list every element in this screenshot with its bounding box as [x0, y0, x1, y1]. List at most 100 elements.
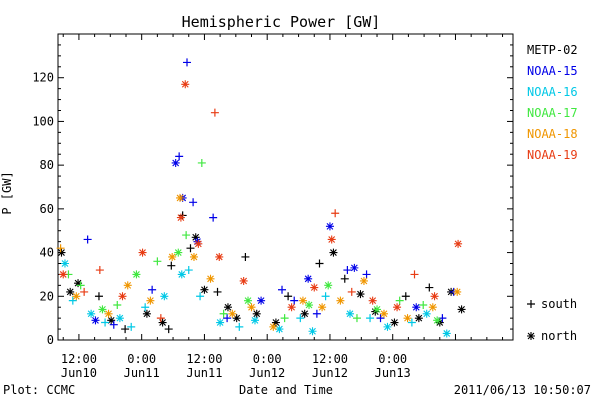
- data-point-north: [318, 303, 327, 312]
- plot-timestamp: 2011/06/13 10:50:07: [454, 383, 591, 397]
- x-tick-label-date: Jun10: [61, 366, 97, 380]
- data-point-north: [177, 270, 186, 279]
- plot-credit: Plot: CCMC: [3, 383, 75, 397]
- x-tick-label-time: 0:00: [378, 352, 407, 366]
- x-tick-label-date: Jun12: [312, 366, 348, 380]
- data-point-north: [189, 252, 198, 261]
- x-axis-ticks: 12:00Jun100:00Jun1112:00Jun110:00Jun1212…: [61, 34, 504, 380]
- data-point-north: [454, 239, 463, 248]
- data-point-north: [305, 301, 314, 310]
- data-point-south: [189, 198, 198, 207]
- data-point-south: [76, 281, 85, 290]
- data-point-north: [158, 318, 167, 327]
- data-point-north: [412, 303, 421, 312]
- data-point-south: [113, 301, 122, 310]
- data-point-south: [213, 287, 222, 296]
- data-point-north: [72, 292, 81, 301]
- data-point-north: [310, 283, 319, 292]
- data-point-north: [174, 248, 183, 257]
- data-point-north: [138, 248, 147, 257]
- data-point-south: [197, 158, 206, 167]
- data-point-north: [428, 303, 437, 312]
- symbol-key-plus-icon: [527, 300, 535, 308]
- x-tick-label-time: 0:00: [127, 352, 156, 366]
- data-point-south: [184, 266, 193, 275]
- data-point-north: [373, 305, 382, 314]
- chart-title: Hemispheric Power [GW]: [182, 13, 381, 31]
- data-point-north: [104, 309, 113, 318]
- data-point-north: [442, 329, 451, 338]
- data-point-north: [132, 270, 141, 279]
- data-point-north: [66, 287, 75, 296]
- data-point-north: [59, 270, 68, 279]
- data-point-north: [346, 309, 355, 318]
- symbol-key-star-icon: [527, 332, 535, 340]
- symbol-key-label: north: [541, 329, 577, 343]
- data-point-north: [379, 309, 388, 318]
- data-point-north: [107, 316, 116, 325]
- data-point-north: [216, 318, 225, 327]
- y-axis-ticks: 0 20 40 60 80 100 120: [32, 33, 513, 347]
- data-point-south: [210, 108, 219, 117]
- data-point-south: [321, 292, 330, 301]
- data-point-north: [123, 281, 132, 290]
- data-point-north: [457, 305, 466, 314]
- data-point-north: [160, 292, 169, 301]
- data-point-south: [186, 244, 195, 253]
- data-point-south: [419, 301, 428, 310]
- data-point-north: [168, 252, 177, 261]
- data-point-south: [196, 292, 205, 301]
- data-points: [56, 58, 466, 338]
- x-tick-label-time: 12:00: [186, 352, 222, 366]
- data-point-south: [183, 58, 192, 67]
- data-point-north: [433, 316, 442, 325]
- data-point-north: [453, 287, 462, 296]
- data-point-south: [175, 152, 184, 161]
- data-point-south: [80, 287, 89, 296]
- data-point-south: [101, 318, 110, 327]
- data-point-north: [390, 318, 399, 327]
- x-tick-label-date: Jun11: [186, 366, 222, 380]
- data-point-south: [347, 287, 356, 296]
- data-point-south: [280, 314, 289, 323]
- legend-item: METP-02: [527, 43, 578, 57]
- data-point-north: [239, 276, 248, 285]
- data-point-north: [252, 309, 261, 318]
- data-point-south: [284, 292, 293, 301]
- data-point-south: [331, 209, 340, 218]
- data-point-north: [324, 281, 333, 290]
- x-tick-label-date: Jun11: [124, 366, 160, 380]
- y-tick-label: 60: [40, 202, 54, 216]
- data-point-north: [181, 80, 190, 89]
- data-point-north: [368, 296, 377, 305]
- data-point-south: [141, 303, 150, 312]
- data-point-south: [340, 274, 349, 283]
- data-point-north: [287, 303, 296, 312]
- data-point-south: [395, 296, 404, 305]
- data-point-north: [359, 276, 368, 285]
- data-point-south: [219, 309, 228, 318]
- data-point-south: [407, 318, 416, 327]
- data-point-north: [115, 314, 124, 323]
- x-tick-label-time: 12:00: [61, 352, 97, 366]
- data-point-south: [315, 259, 324, 268]
- data-point-south: [343, 266, 352, 275]
- data-point-north: [206, 274, 215, 283]
- data-point-north: [60, 259, 69, 268]
- data-point-north: [232, 314, 241, 323]
- data-point-north: [57, 248, 66, 257]
- data-point-north: [383, 322, 392, 331]
- data-point-north: [118, 292, 127, 301]
- plot-area-frame: [57, 33, 514, 341]
- y-tick-label: 120: [32, 71, 54, 85]
- data-point-south: [425, 283, 434, 292]
- data-point-north: [176, 193, 185, 202]
- data-point-north: [228, 309, 237, 318]
- data-point-south: [94, 292, 103, 301]
- data-point-south: [121, 325, 130, 334]
- data-point-south: [83, 235, 92, 244]
- data-point-north: [142, 309, 151, 318]
- data-point-north: [325, 222, 334, 231]
- data-point-north: [308, 327, 317, 336]
- data-point-south: [362, 270, 371, 279]
